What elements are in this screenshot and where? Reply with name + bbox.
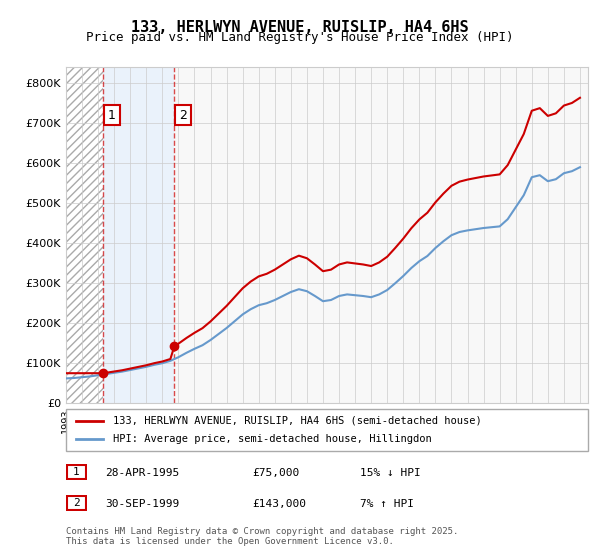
Text: 133, HERLWYN AVENUE, RUISLIP, HA4 6HS (semi-detached house): 133, HERLWYN AVENUE, RUISLIP, HA4 6HS (s… (113, 416, 482, 426)
Text: 30-SEP-1999: 30-SEP-1999 (105, 499, 179, 509)
Text: 133, HERLWYN AVENUE, RUISLIP, HA4 6HS: 133, HERLWYN AVENUE, RUISLIP, HA4 6HS (131, 20, 469, 35)
Text: 1: 1 (108, 109, 116, 122)
Text: 28-APR-1995: 28-APR-1995 (105, 468, 179, 478)
Text: 2: 2 (73, 498, 80, 508)
Text: 7% ↑ HPI: 7% ↑ HPI (360, 499, 414, 509)
Text: 1: 1 (73, 467, 80, 477)
Text: 2: 2 (179, 109, 187, 122)
Text: £75,000: £75,000 (252, 468, 299, 478)
FancyBboxPatch shape (67, 496, 86, 510)
Text: HPI: Average price, semi-detached house, Hillingdon: HPI: Average price, semi-detached house,… (113, 434, 432, 444)
Text: Price paid vs. HM Land Registry's House Price Index (HPI): Price paid vs. HM Land Registry's House … (86, 31, 514, 44)
Text: 15% ↓ HPI: 15% ↓ HPI (360, 468, 421, 478)
FancyBboxPatch shape (67, 465, 86, 479)
Text: Contains HM Land Registry data © Crown copyright and database right 2025.
This d: Contains HM Land Registry data © Crown c… (66, 526, 458, 546)
FancyBboxPatch shape (66, 409, 588, 451)
Text: £143,000: £143,000 (252, 499, 306, 509)
